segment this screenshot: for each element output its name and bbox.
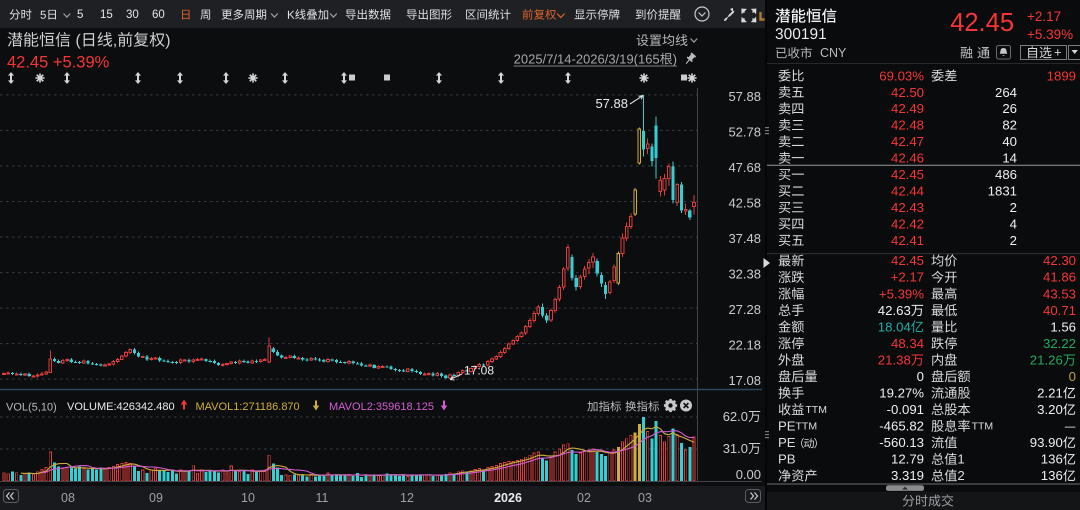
svg-text:42.47: 42.47 <box>891 134 924 149</box>
svg-text:1899: 1899 <box>1047 68 1076 83</box>
svg-text:TTM: TTM <box>805 404 827 416</box>
svg-text:MAVOL1:271186.870: MAVOL1:271186.870 <box>196 401 300 413</box>
svg-text:26: 26 <box>1002 101 1017 116</box>
svg-text:32.38: 32.38 <box>728 267 761 282</box>
svg-text:2.21: 2.21 <box>1037 386 1063 401</box>
svg-text:TTM: TTM <box>796 420 818 432</box>
svg-text:40: 40 <box>1002 134 1017 149</box>
svg-text:42.30: 42.30 <box>1043 253 1076 268</box>
svg-text:1.56: 1.56 <box>1050 319 1076 334</box>
svg-text:2: 2 <box>957 468 964 483</box>
svg-text:57.88: 57.88 <box>728 89 761 104</box>
svg-text:+: + <box>1054 45 1062 60</box>
svg-text:47.68: 47.68 <box>728 160 761 175</box>
svg-text:42.49: 42.49 <box>891 101 924 116</box>
svg-text:42.45: 42.45 <box>891 167 924 182</box>
svg-text:PE: PE <box>778 435 796 450</box>
svg-text:-0.091: -0.091 <box>887 402 924 417</box>
svg-text:3.20: 3.20 <box>1037 402 1063 417</box>
svg-text:43.53: 43.53 <box>1043 286 1076 301</box>
svg-text:69.03%: 69.03% <box>879 68 924 83</box>
svg-text:+2.17: +2.17 <box>1027 9 1061 24</box>
svg-text:486: 486 <box>995 167 1017 182</box>
svg-text:CNY: CNY <box>820 46 847 60</box>
svg-text:42.44: 42.44 <box>891 184 924 199</box>
svg-text:21.26: 21.26 <box>1030 352 1063 367</box>
svg-text:PE: PE <box>778 419 796 434</box>
svg-text:42.50: 42.50 <box>891 85 924 100</box>
svg-text:42.41: 42.41 <box>891 233 924 248</box>
svg-text:42.48: 42.48 <box>891 118 924 133</box>
svg-text:14: 14 <box>1002 151 1017 166</box>
svg-text:09: 09 <box>149 491 163 505</box>
svg-text:57.88: 57.88 <box>595 96 628 111</box>
svg-text:0.00: 0.00 <box>736 467 761 482</box>
svg-text:40.71: 40.71 <box>1043 303 1076 318</box>
svg-text:42.46: 42.46 <box>891 151 924 166</box>
svg-text:48.34: 48.34 <box>891 336 924 351</box>
svg-text:+2.17: +2.17 <box>891 270 924 285</box>
svg-text:5: 5 <box>77 9 83 21</box>
svg-text:42.45: 42.45 <box>950 9 1014 37</box>
svg-text:2026: 2026 <box>494 491 522 505</box>
svg-text:32.22: 32.22 <box>1043 336 1076 351</box>
svg-text:MAVOL2:359618.125: MAVOL2:359618.125 <box>329 401 434 413</box>
svg-text:62.0: 62.0 <box>723 409 748 424</box>
svg-text:30: 30 <box>126 9 139 21</box>
svg-text:42.58: 42.58 <box>728 195 761 210</box>
svg-text:60: 60 <box>152 9 165 21</box>
svg-text:37.48: 37.48 <box>728 231 761 246</box>
svg-text:264: 264 <box>995 85 1017 100</box>
svg-text:+5.39%: +5.39% <box>879 286 924 301</box>
svg-text:1: 1 <box>957 452 964 467</box>
svg-text:3.319: 3.319 <box>891 468 924 483</box>
svg-text:17:08: 17:08 <box>464 364 494 378</box>
svg-text:11: 11 <box>316 491 329 505</box>
svg-text:18.04: 18.04 <box>878 319 911 334</box>
svg-text:02: 02 <box>577 491 591 505</box>
svg-text:08: 08 <box>61 491 75 505</box>
svg-text:4: 4 <box>1010 216 1017 231</box>
svg-text:82: 82 <box>1002 118 1017 133</box>
svg-text:+5.39%: +5.39% <box>1027 27 1073 42</box>
svg-text:52.78: 52.78 <box>728 124 761 139</box>
svg-text:2: 2 <box>1010 233 1017 248</box>
svg-text:03: 03 <box>638 491 652 505</box>
svg-text:1831: 1831 <box>988 184 1017 199</box>
svg-text:10: 10 <box>241 491 255 505</box>
svg-text:0: 0 <box>917 369 924 384</box>
svg-text:12: 12 <box>400 491 414 505</box>
svg-text:-560.13: -560.13 <box>879 435 924 450</box>
svg-text:15: 15 <box>100 9 113 21</box>
svg-text:17.08: 17.08 <box>728 373 761 388</box>
svg-text:TTM: TTM <box>972 420 994 432</box>
svg-text:-465.82: -465.82 <box>879 419 924 434</box>
svg-text:12.79: 12.79 <box>891 452 924 467</box>
svg-text:21.38: 21.38 <box>878 352 911 367</box>
svg-text:2: 2 <box>1010 200 1017 215</box>
svg-text:31.0: 31.0 <box>723 441 748 456</box>
svg-text:VOLUME:426342.480: VOLUME:426342.480 <box>67 401 175 413</box>
svg-text:42.42: 42.42 <box>891 216 924 231</box>
svg-text:22.18: 22.18 <box>728 338 761 353</box>
svg-text:136: 136 <box>1041 468 1063 483</box>
svg-text:PB: PB <box>778 452 796 467</box>
svg-text:42.45: 42.45 <box>891 253 924 268</box>
svg-text:0: 0 <box>1069 369 1076 384</box>
svg-text:136: 136 <box>1041 452 1063 467</box>
svg-text:19.27%: 19.27% <box>879 386 924 401</box>
svg-text:27.28: 27.28 <box>728 302 761 317</box>
svg-text:41.86: 41.86 <box>1043 270 1076 285</box>
svg-text:42.63: 42.63 <box>878 303 911 318</box>
svg-text:42.45 +5.39%: 42.45 +5.39% <box>7 54 110 72</box>
svg-text:93.90: 93.90 <box>1030 435 1063 450</box>
svg-text:42.43: 42.43 <box>891 200 924 215</box>
